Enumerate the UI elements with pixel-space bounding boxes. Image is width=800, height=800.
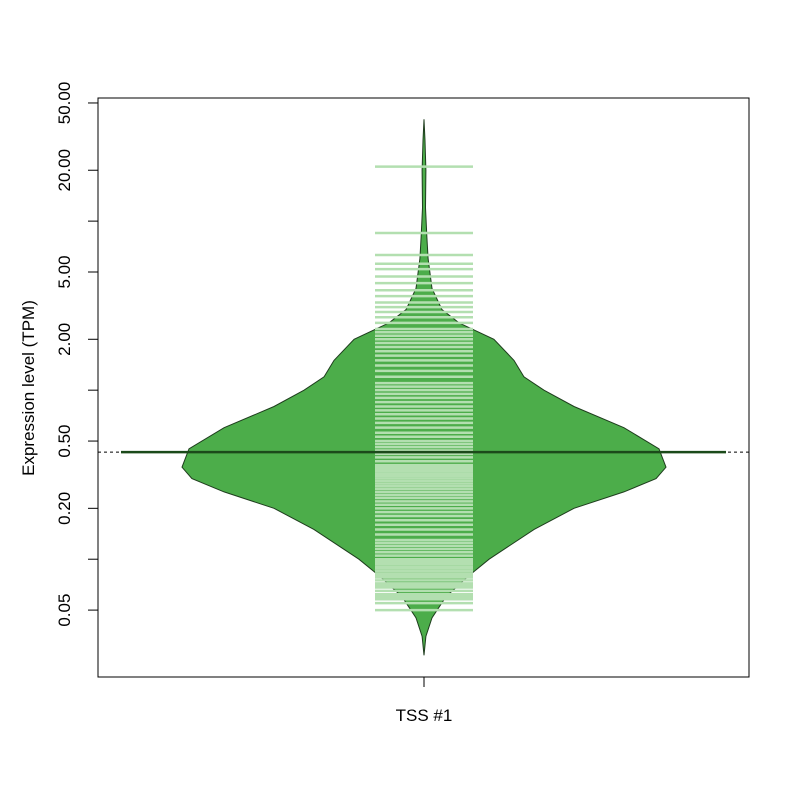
y-tick-label: 0.50 [55, 425, 74, 458]
y-tick-label: 0.20 [55, 492, 74, 525]
y-tick-label: 20.00 [55, 149, 74, 192]
y-tick-label: 0.05 [55, 594, 74, 627]
y-tick-label: 5.00 [55, 255, 74, 288]
y-axis-title: Expression level (TPM) [19, 300, 38, 476]
y-tick-label: 2.00 [55, 323, 74, 356]
x-tick-label: TSS #1 [396, 706, 453, 725]
y-tick-label: 50.00 [55, 82, 74, 125]
